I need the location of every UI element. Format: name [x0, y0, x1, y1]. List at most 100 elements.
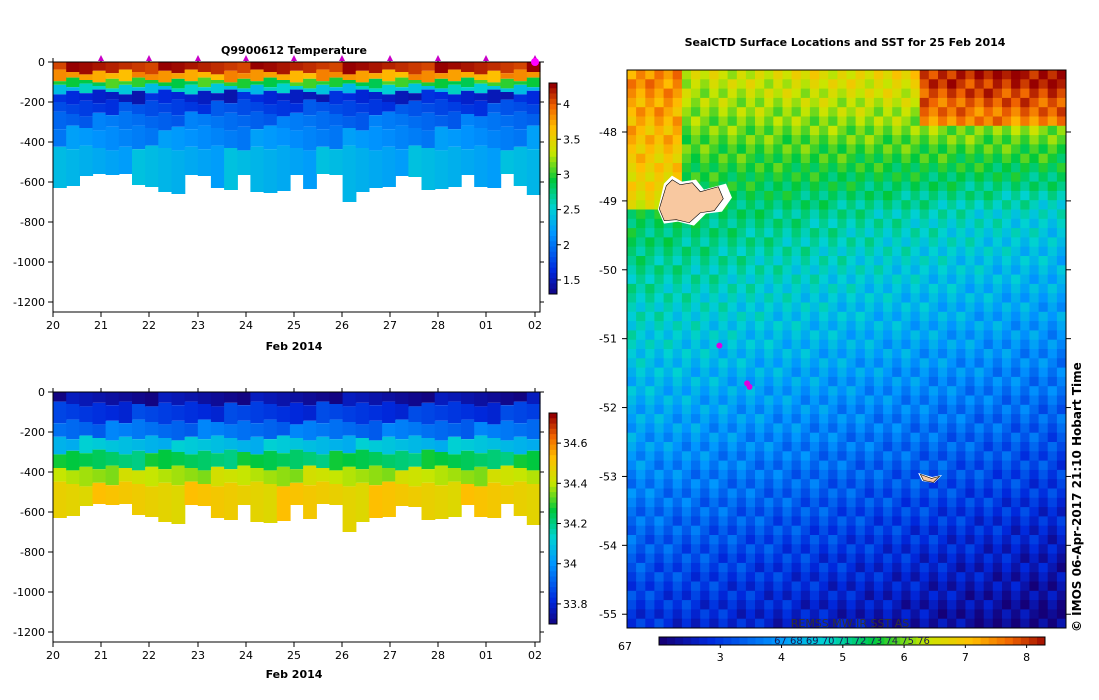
sst-cell [764, 479, 774, 489]
sst-cell [727, 572, 738, 582]
sst-cell [654, 135, 664, 145]
colorbar-label: 5 [839, 651, 846, 664]
sst-cell [892, 442, 902, 452]
sst-cell [681, 125, 692, 136]
sst-cell [627, 600, 637, 610]
sst-cell [1002, 88, 1012, 99]
sst-cell [627, 358, 637, 369]
sst-cell [974, 321, 985, 331]
sst-cell [800, 469, 811, 480]
sst-cell [819, 358, 829, 369]
sst-cell [974, 516, 985, 527]
profile-cell [210, 466, 225, 487]
sst-cell [755, 293, 765, 303]
sst-cell [928, 460, 939, 471]
sst-cell [773, 553, 783, 564]
profile-marker [531, 58, 539, 66]
x-tick-label: 28 [431, 319, 445, 332]
profile-cell [500, 420, 515, 441]
sst-cell [1020, 237, 1030, 248]
sst-cell [938, 283, 948, 294]
sst-cell [773, 321, 783, 331]
sst-cell [1056, 516, 1067, 527]
sst-cell [672, 562, 683, 573]
sst-cell [1056, 460, 1067, 471]
profile-cell [197, 62, 212, 72]
sst-cell [1029, 116, 1039, 127]
sst-cell [709, 330, 719, 341]
sst-cell [782, 581, 793, 592]
sst-cell [1002, 460, 1012, 471]
profile-cell [263, 404, 278, 420]
sst-cell [974, 414, 985, 424]
sst-cell [928, 525, 939, 536]
sst-cell [855, 479, 866, 489]
sst-cell [1011, 293, 1021, 303]
sst-cell [691, 535, 701, 545]
sst-cell [691, 590, 701, 601]
colorbar-cell [549, 518, 557, 525]
profile-cell [145, 93, 159, 101]
sst-cell [1047, 562, 1058, 573]
sst-cell [1011, 97, 1021, 108]
colorbar-cell [892, 637, 901, 645]
sst-cell [672, 535, 683, 545]
sst-cell [791, 386, 802, 396]
sst-cell [709, 97, 719, 108]
sst-cell [873, 442, 884, 452]
sst-cell [672, 460, 683, 471]
sst-cell [855, 97, 866, 108]
profile-cell [210, 406, 225, 422]
profile-cell [210, 145, 225, 188]
sst-cell [974, 395, 985, 406]
profile-cell [197, 72, 212, 78]
sst-cell [691, 479, 701, 489]
sst-cell [1002, 79, 1012, 90]
sst-cell [846, 321, 857, 331]
sst-cell [864, 190, 875, 201]
sst-cell [755, 544, 765, 555]
sst-cell [901, 414, 911, 424]
profile-cell [263, 87, 278, 91]
profile-cell [303, 420, 317, 441]
sst-cell [1011, 107, 1021, 117]
sst-cell [809, 107, 820, 117]
sst-cell [700, 246, 710, 257]
sst-cell [764, 349, 774, 359]
profile-cell [92, 70, 107, 83]
sst-cell [672, 153, 683, 164]
sst-cell [681, 311, 692, 322]
sst-cell [654, 246, 664, 257]
sst-cell [791, 544, 802, 555]
sst-cell [700, 107, 710, 117]
sst-cell [791, 135, 802, 145]
sst-cell [928, 311, 939, 322]
sst-cell [837, 516, 847, 527]
sst-cell [1020, 376, 1030, 387]
sst-cell [627, 460, 637, 471]
sst-cell [1020, 525, 1030, 536]
profile-cell [184, 69, 199, 82]
sst-cell [947, 163, 957, 173]
sst-cell [736, 153, 747, 164]
sst-cell [1038, 144, 1049, 155]
sst-cell [901, 246, 911, 257]
sst-cell [645, 507, 655, 517]
sst-cell [1056, 451, 1067, 462]
sst-cell [745, 190, 756, 201]
sst-cell [992, 469, 1003, 480]
sst-cell [956, 144, 966, 155]
sst-cell [855, 237, 866, 248]
sst-cell [1038, 600, 1049, 610]
sst-cell [691, 311, 701, 322]
sst-cell [947, 209, 957, 220]
sst-cell [727, 181, 738, 192]
sst-cell [855, 590, 866, 601]
sst-cell [782, 311, 793, 322]
sst-cell [700, 283, 710, 294]
profile-cell [79, 435, 94, 454]
sst-cell [1047, 572, 1058, 582]
sst-cell [809, 376, 820, 387]
sst-cell [727, 246, 738, 257]
sst-cell [1038, 283, 1049, 294]
